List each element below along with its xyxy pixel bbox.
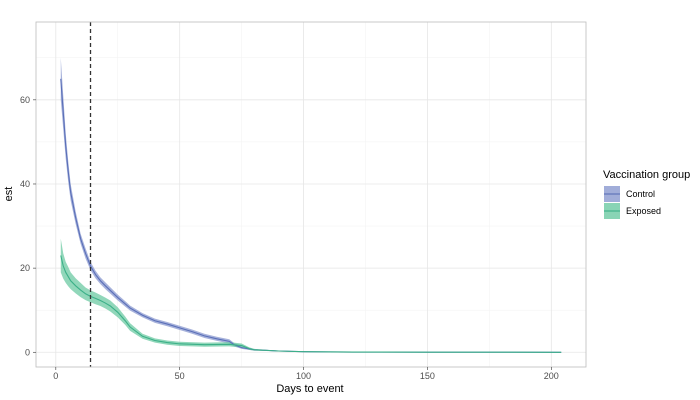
legend-item-control: Control <box>604 186 655 202</box>
plot-panel <box>35 21 587 368</box>
y-axis-title: est <box>3 187 15 202</box>
legend-label: Control <box>626 189 655 199</box>
x-tick-label: 0 <box>53 371 58 381</box>
x-tick-label: 100 <box>296 371 311 381</box>
y-axis: 0 20 40 60 <box>20 95 36 357</box>
legend-item-exposed: Exposed <box>604 203 661 219</box>
x-axis-title: Days to event <box>276 383 343 395</box>
x-axis: 0 50 100 150 200 <box>53 367 559 381</box>
legend: Vaccination group Control Exposed <box>603 169 690 219</box>
legend-label: Exposed <box>626 206 661 216</box>
x-tick-label: 200 <box>544 371 559 381</box>
legend-items: Control Exposed <box>604 186 661 219</box>
y-tick-label: 20 <box>20 263 30 273</box>
series-exposed-line <box>60 255 562 353</box>
panel-border <box>35 21 587 368</box>
legend-title: Vaccination group <box>603 169 690 181</box>
x-tick-label: 150 <box>420 371 435 381</box>
y-tick-label: 0 <box>25 347 30 357</box>
y-tick-label: 40 <box>20 179 30 189</box>
y-tick-label: 60 <box>20 95 30 105</box>
x-tick-label: 50 <box>175 371 185 381</box>
